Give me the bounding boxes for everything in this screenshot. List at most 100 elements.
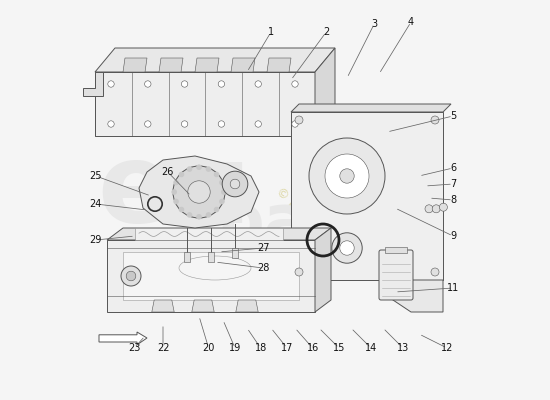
Polygon shape: [95, 48, 335, 72]
Circle shape: [340, 169, 354, 183]
Text: 8: 8: [450, 195, 456, 205]
Circle shape: [206, 166, 211, 172]
Polygon shape: [195, 58, 219, 72]
Circle shape: [295, 268, 303, 276]
Polygon shape: [95, 72, 315, 136]
FancyBboxPatch shape: [385, 247, 407, 253]
Circle shape: [255, 81, 261, 87]
Text: 20: 20: [202, 343, 215, 353]
Text: 25: 25: [90, 171, 102, 181]
Circle shape: [126, 271, 136, 281]
Polygon shape: [99, 332, 147, 345]
Circle shape: [179, 207, 184, 212]
Circle shape: [121, 266, 141, 286]
Text: 22: 22: [157, 343, 169, 353]
Circle shape: [188, 181, 210, 203]
Polygon shape: [107, 228, 331, 240]
Circle shape: [173, 180, 179, 185]
Circle shape: [340, 241, 354, 255]
Circle shape: [186, 212, 192, 218]
Text: 27: 27: [257, 243, 270, 253]
Circle shape: [182, 81, 188, 87]
Polygon shape: [387, 280, 443, 312]
Circle shape: [332, 233, 362, 263]
Text: 6: 6: [450, 163, 456, 173]
Circle shape: [295, 116, 303, 124]
Text: eu: eu: [98, 138, 252, 246]
Polygon shape: [236, 300, 258, 312]
Circle shape: [218, 81, 224, 87]
Circle shape: [206, 212, 211, 218]
Circle shape: [214, 172, 219, 177]
Circle shape: [431, 116, 439, 124]
Text: 18: 18: [255, 343, 267, 353]
FancyBboxPatch shape: [208, 252, 214, 262]
Circle shape: [186, 166, 192, 172]
Circle shape: [431, 268, 439, 276]
Circle shape: [309, 138, 385, 214]
Circle shape: [292, 121, 298, 127]
Polygon shape: [231, 58, 255, 72]
Polygon shape: [291, 112, 443, 280]
Polygon shape: [123, 58, 147, 72]
Text: 13: 13: [397, 343, 409, 353]
Circle shape: [325, 154, 369, 198]
Text: 15: 15: [333, 343, 345, 353]
Circle shape: [108, 121, 114, 127]
FancyBboxPatch shape: [184, 252, 190, 262]
Circle shape: [439, 203, 447, 211]
Circle shape: [221, 189, 227, 195]
Text: 19: 19: [229, 343, 241, 353]
Circle shape: [196, 164, 202, 170]
Text: 2: 2: [323, 27, 329, 37]
Circle shape: [222, 171, 248, 197]
Polygon shape: [139, 156, 259, 228]
Text: 11: 11: [447, 283, 459, 293]
Circle shape: [172, 189, 177, 195]
Text: 29: 29: [90, 235, 102, 245]
Circle shape: [218, 121, 224, 127]
Text: 7: 7: [450, 179, 456, 189]
Text: parts: parts: [217, 191, 414, 257]
Text: 12: 12: [441, 343, 453, 353]
Circle shape: [292, 81, 298, 87]
Polygon shape: [315, 48, 335, 136]
Text: 3: 3: [371, 19, 377, 29]
Circle shape: [173, 166, 225, 218]
Polygon shape: [152, 300, 174, 312]
Circle shape: [425, 205, 433, 213]
Text: 26: 26: [162, 167, 174, 177]
Polygon shape: [107, 240, 315, 312]
Polygon shape: [135, 228, 283, 240]
Circle shape: [219, 180, 225, 185]
Circle shape: [214, 207, 219, 212]
FancyBboxPatch shape: [379, 250, 413, 300]
Text: 14: 14: [365, 343, 377, 353]
Circle shape: [230, 179, 240, 189]
Polygon shape: [192, 300, 214, 312]
Circle shape: [145, 81, 151, 87]
Circle shape: [196, 214, 202, 220]
Text: © passione1985: © passione1985: [274, 186, 372, 246]
Polygon shape: [159, 58, 183, 72]
Text: 23: 23: [128, 343, 140, 353]
Text: 1: 1: [268, 27, 274, 37]
Circle shape: [179, 172, 184, 177]
Polygon shape: [315, 228, 331, 312]
Polygon shape: [291, 104, 451, 112]
Text: 9: 9: [450, 231, 456, 241]
Circle shape: [108, 81, 114, 87]
Circle shape: [255, 121, 261, 127]
FancyBboxPatch shape: [232, 248, 238, 258]
Text: 28: 28: [257, 263, 269, 273]
Polygon shape: [83, 72, 103, 96]
Polygon shape: [123, 252, 299, 300]
Circle shape: [219, 199, 225, 204]
Text: 4: 4: [408, 17, 414, 27]
Text: 5: 5: [450, 111, 456, 121]
Circle shape: [173, 199, 179, 204]
Circle shape: [145, 121, 151, 127]
Text: 16: 16: [306, 343, 319, 353]
Polygon shape: [267, 58, 291, 72]
Circle shape: [432, 205, 440, 213]
